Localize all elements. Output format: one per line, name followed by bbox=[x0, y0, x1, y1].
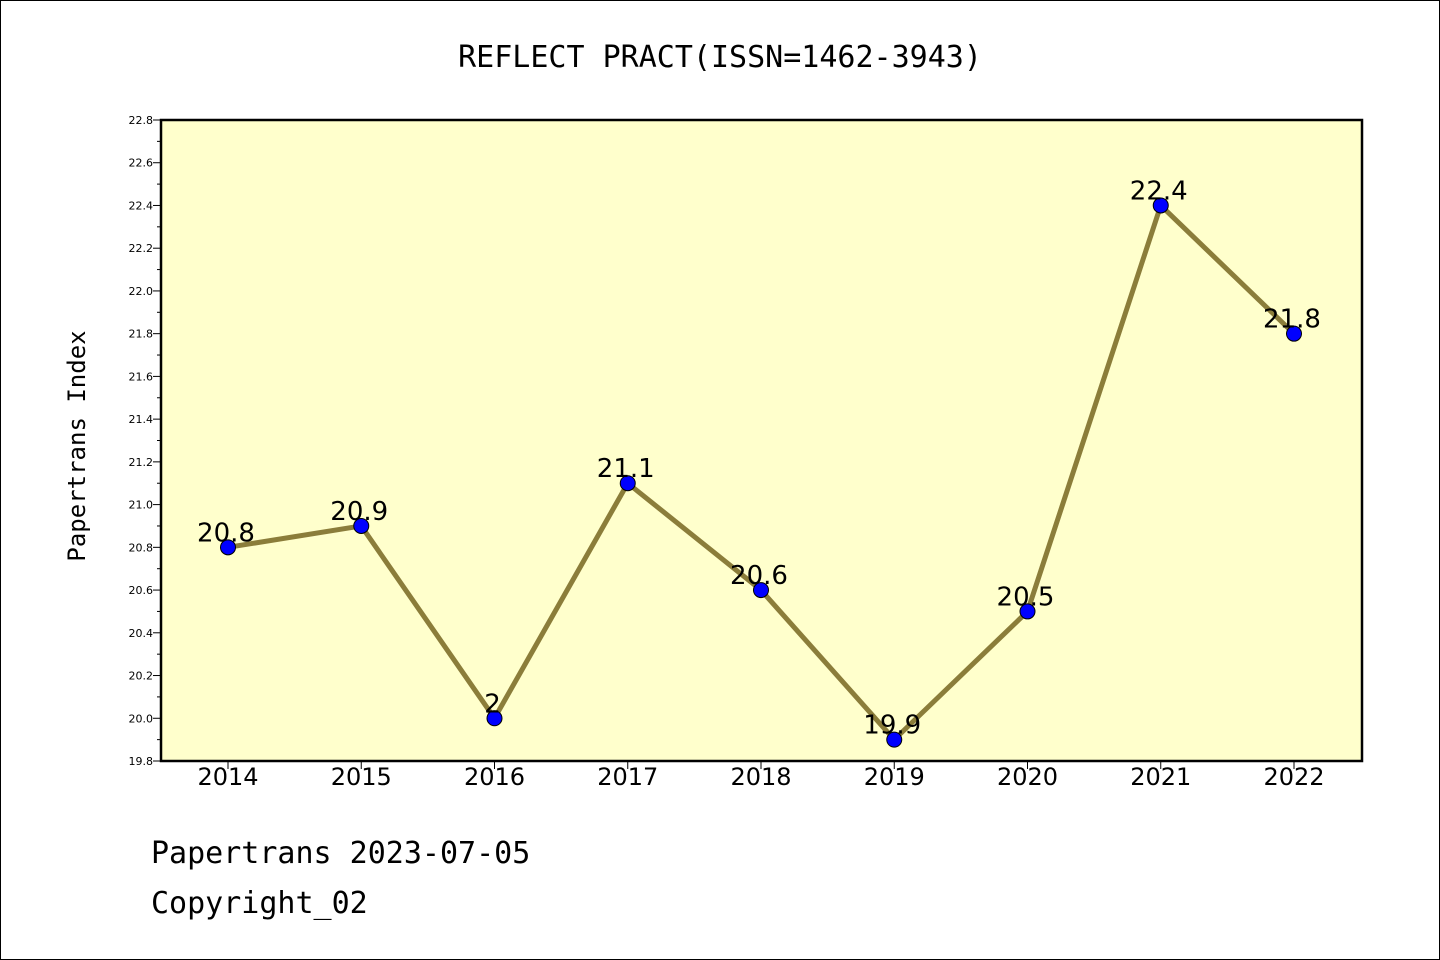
data-point bbox=[220, 539, 236, 556]
data-point bbox=[619, 475, 636, 492]
data-point bbox=[753, 582, 769, 599]
y-tick-label: 19.8 bbox=[129, 755, 154, 768]
y-tick-label: 21.8 bbox=[129, 328, 154, 341]
x-tick-label: 2021 bbox=[1130, 763, 1191, 791]
x-axis: 2014 2015 2016 2017 2018 2019 2020 2021 2022 bbox=[197, 761, 1325, 791]
line-chart: REFLECT PRACT(ISSN=1462-3943) Papertrans… bbox=[63, 40, 1364, 791]
x-tick-label: 2014 bbox=[197, 763, 258, 791]
y-tick-label: 22.4 bbox=[129, 199, 154, 212]
y-tick-label: 21.4 bbox=[129, 413, 154, 426]
data-point bbox=[1286, 325, 1302, 342]
x-tick-label: 2022 bbox=[1263, 763, 1324, 791]
data-points bbox=[220, 197, 1302, 748]
x-tick-label: 2019 bbox=[864, 763, 925, 791]
footer-date: Papertrans 2023-07-05 bbox=[151, 836, 531, 871]
data-point bbox=[486, 710, 503, 727]
y-tick-label: 20.0 bbox=[129, 712, 154, 725]
data-label: 21.1 bbox=[597, 454, 655, 484]
data-label: 20.8 bbox=[197, 518, 255, 548]
footer-copyright: Copyright_02 bbox=[151, 886, 368, 921]
plot-area bbox=[159, 118, 1364, 763]
data-point bbox=[1152, 197, 1169, 214]
data-label: 20.9 bbox=[330, 497, 388, 527]
data-point bbox=[353, 517, 370, 534]
x-tick-label: 2017 bbox=[597, 763, 658, 791]
data-label: 19.9 bbox=[863, 711, 921, 741]
y-tick-label: 20.6 bbox=[129, 584, 154, 597]
y-axis-label: Papertrans Index bbox=[63, 330, 91, 561]
y-tick-label: 22.8 bbox=[129, 114, 154, 127]
data-label: 22.4 bbox=[1130, 176, 1188, 206]
y-tick-label: 22.6 bbox=[129, 157, 154, 170]
data-label: 2 bbox=[484, 689, 501, 719]
y-tick-label: 21.6 bbox=[129, 370, 154, 383]
x-tick-label: 2018 bbox=[730, 763, 791, 791]
x-tick-label: 2016 bbox=[464, 763, 525, 791]
data-point bbox=[886, 731, 903, 748]
data-label: 20.5 bbox=[997, 582, 1055, 612]
y-tick-label: 20.2 bbox=[129, 670, 154, 683]
x-tick-label: 2015 bbox=[331, 763, 392, 791]
data-labels: 20.8 20.9 2 21.1 20.6 19.9 20.5 22.4 21.8 bbox=[197, 176, 1321, 740]
x-tick-label: 2020 bbox=[997, 763, 1058, 791]
data-label: 20.6 bbox=[730, 561, 788, 591]
data-label: 21.8 bbox=[1263, 305, 1321, 335]
y-tick-label: 22.0 bbox=[129, 285, 154, 298]
chart-title: REFLECT PRACT(ISSN=1462-3943) bbox=[458, 40, 982, 75]
y-tick-label: 21.2 bbox=[129, 456, 154, 469]
data-point bbox=[1019, 603, 1036, 620]
y-tick-label: 20.4 bbox=[129, 627, 154, 640]
y-axis: 19.8 20.0 20.2 20.4 20.6 20.8 21.0 21.2 21.4 21.6… bbox=[129, 114, 161, 768]
y-tick-label: 20.8 bbox=[129, 541, 154, 554]
y-tick-label: 22.2 bbox=[129, 242, 154, 255]
y-tick-label: 21.0 bbox=[129, 499, 154, 512]
